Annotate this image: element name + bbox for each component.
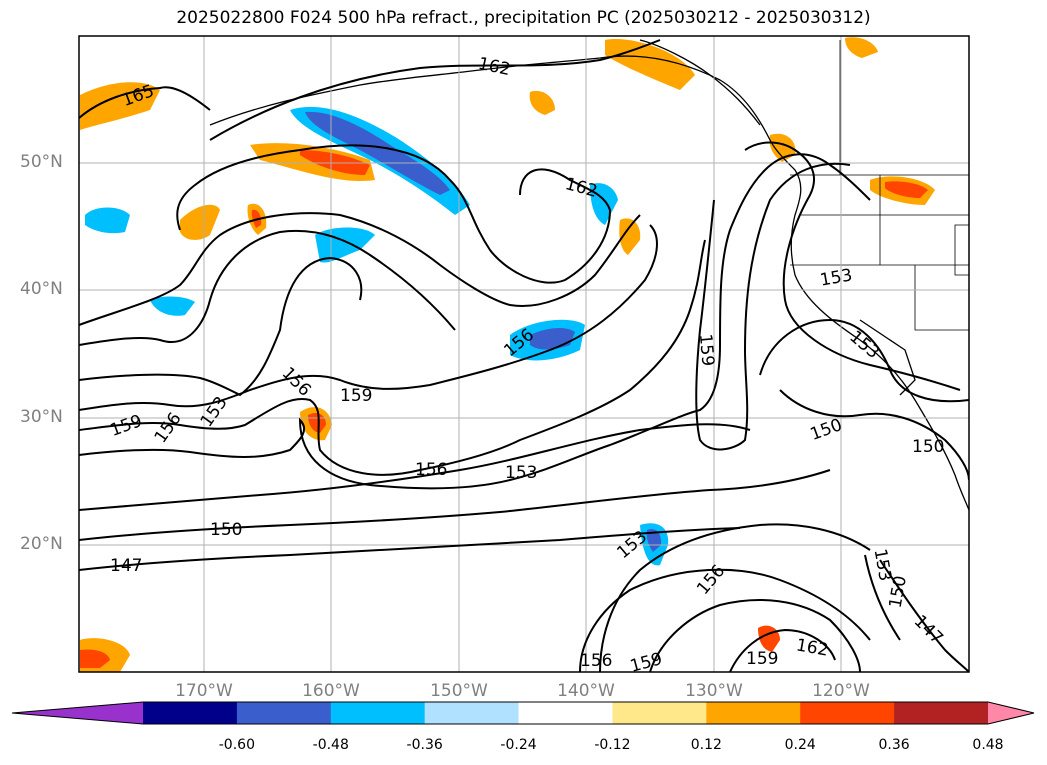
map-title: 2025022800 F024 500 hPa refract., precip… [176,8,871,28]
colorbar-tick-label: 0.48 [972,737,1004,753]
contour-153-c [759,318,969,403]
contour-153-a [79,256,363,397]
positive-precip-sw-corner-core [80,649,110,668]
colorbar-extend-high [988,702,1034,724]
colorbar-segment [518,702,613,724]
colorbar [11,701,1035,725]
colorbar-segment [706,702,801,724]
colorbar-tick-label: -0.36 [406,737,443,753]
colorbar-tick-label: 0.12 [690,737,722,753]
colorbar-segment [143,702,238,724]
contour-159-a [79,212,641,326]
contour-label: 156 [580,651,613,671]
contour-label: 147 [110,556,143,576]
contour-156-b [79,239,706,476]
contour-se-150 [864,554,901,641]
lat-label-50n: 50°N [20,152,63,172]
lon-label-140w: 140°W [557,681,615,701]
contour-159-b [79,224,658,411]
colorbar-segment [612,702,707,724]
colorbar-segment [424,702,520,724]
contour-162-trough [176,144,612,284]
lat-label-20n: 20°N [20,534,63,554]
lon-label-160w: 160°W [302,681,360,701]
colorbar-tick-label: 0.36 [878,737,910,753]
colorbar-tick-label: -0.60 [218,737,255,753]
colorbar-segment [800,702,895,724]
colorbar-extend-low [12,702,143,724]
positive-precip-north2 [619,218,641,255]
political-borders [790,40,969,331]
contour-150-c [779,389,969,481]
contour-147 [79,527,741,571]
negative-precip-west [85,207,130,234]
contour-label: 159 [340,386,373,406]
negative-precip-midwest [315,227,375,263]
colorbar-tick-label: -0.48 [312,737,349,753]
colorbar-tick-label: 0.24 [784,737,816,753]
contour-se-153 [599,523,871,672]
colorbar-segment [330,702,426,724]
contour-150-a [79,423,751,511]
negative-precip-sw [150,296,195,316]
negative-precip-south-core [646,529,662,552]
contour-156-c [744,141,961,391]
contour-159-c [695,162,851,451]
lon-label-150w: 150°W [430,681,488,701]
negative-precip-gulf-core [305,111,450,195]
lat-label-30n: 30°N [20,407,63,427]
contour-label: 156 [415,460,448,480]
colorbar-tick-label: -0.12 [594,737,631,753]
positive-precip-ne2 [529,90,555,115]
lon-label-170w: 170°W [175,681,233,701]
positive-precip-ne [845,37,878,58]
contour-se-159 [649,599,861,672]
lon-label-130w: 130°W [685,681,743,701]
positive-precip-nw [80,82,160,130]
contour-label: 159 [694,332,718,368]
lon-label-120w: 120°W [812,681,870,701]
contour-156-a [79,229,456,346]
map-frame [78,35,970,673]
colorbar-tick-label: -0.24 [500,737,537,753]
contour-se-162 [729,628,836,672]
positive-precip-west2 [180,204,220,240]
contour-162-north [209,39,661,141]
contour-label: 150 [210,520,243,540]
graticule [79,36,969,672]
contour-153-b [79,153,871,490]
contour-150-b [79,469,831,541]
contour-se-156 [579,568,871,672]
positive-precip-bc-core [885,181,928,198]
refractivity-map [78,35,970,673]
lat-label-40n: 40°N [20,279,63,299]
colorbar-segment [894,702,989,724]
contour-165 [79,86,211,119]
contour-se-147 [879,559,969,672]
contour-label: 159 [746,649,779,669]
colorbar-segment [236,702,332,724]
refractivity-contours [79,39,969,672]
contour-label: 150 [912,437,945,457]
contour-label: 153 [505,463,538,483]
